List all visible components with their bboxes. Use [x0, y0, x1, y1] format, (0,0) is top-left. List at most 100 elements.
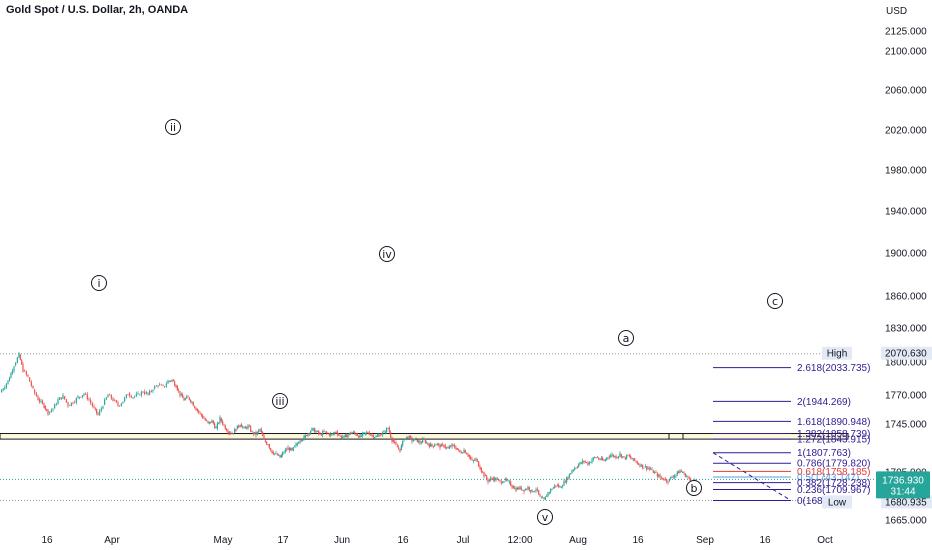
candle-body: [468, 454, 470, 457]
fib-level-label: 0.5(1743.147): [797, 473, 859, 484]
candle-body: [474, 460, 476, 461]
candle-body: [88, 399, 90, 401]
candle-body: [266, 441, 268, 445]
candle-body: [104, 399, 106, 405]
candle-body: [110, 394, 112, 399]
candle-body: [11, 370, 14, 373]
candle-body: [667, 481, 669, 483]
candle-body: [62, 394, 64, 399]
candle-body: [583, 460, 585, 462]
candle-body: [198, 410, 200, 413]
candle-body: [347, 434, 349, 438]
candle-body: [91, 402, 93, 407]
candle-body: [459, 449, 461, 453]
candle-body: [602, 458, 604, 461]
candle-body: [231, 433, 233, 435]
candle-body: [412, 440, 414, 442]
candle-body: [654, 471, 656, 473]
candle-body: [542, 497, 544, 499]
candle-body: [536, 488, 538, 490]
candle-body: [556, 485, 558, 486]
candle-body: [202, 415, 204, 418]
candle-body: [256, 431, 258, 435]
candle-body: [263, 436, 265, 440]
candle-body: [420, 442, 422, 444]
candle-body: [330, 433, 332, 436]
y-axis-unit: USD: [886, 6, 907, 17]
candle-body: [342, 436, 344, 438]
candle-body: [323, 431, 325, 432]
candle-body: [93, 406, 95, 408]
candle-body: [254, 432, 256, 434]
candle-body: [388, 427, 390, 433]
candle-body: [307, 433, 309, 436]
candle-body: [570, 473, 572, 475]
candle-body: [470, 456, 472, 459]
candle-body: [600, 458, 602, 460]
candle-body: [124, 397, 126, 402]
candle-body: [543, 497, 545, 499]
candle-body: [35, 392, 37, 397]
candle-body: [50, 410, 52, 412]
candle-body: [628, 455, 630, 457]
candle-body: [484, 475, 486, 477]
x-tick-label: Sep: [696, 535, 714, 546]
candle-body: [660, 477, 662, 479]
candle-body: [196, 408, 198, 411]
candle-body: [370, 434, 372, 436]
candle-body: [358, 435, 360, 438]
candle-body: [400, 445, 402, 450]
candle-body: [496, 479, 498, 480]
candle-body: [626, 454, 628, 459]
candle-body: [487, 479, 489, 483]
candle-body: [560, 486, 562, 488]
candle-body: [304, 435, 306, 438]
candle-body: [119, 405, 121, 407]
candle-body: [532, 491, 534, 493]
y-tick-label: 1745.000: [885, 420, 927, 431]
candle-body: [367, 432, 369, 434]
candle-body: [480, 467, 482, 472]
candle-body: [466, 453, 468, 455]
y-tick-label: 1770.000: [885, 391, 927, 402]
candle-body: [668, 478, 670, 482]
candle-body: [328, 433, 330, 436]
candle-body: [78, 396, 81, 398]
y-tick-label: 1665.000: [885, 516, 927, 527]
candle-body: [672, 476, 674, 478]
candle-body: [387, 427, 389, 429]
candle-body: [230, 432, 232, 434]
wave-circle: [686, 480, 702, 496]
candle-body: [416, 439, 418, 443]
candle-body: [214, 423, 216, 428]
candle-body: [483, 472, 485, 477]
candle-body: [650, 468, 652, 470]
candle-body: [523, 489, 525, 493]
candle-body: [183, 397, 185, 401]
x-tick-label: Aug: [569, 535, 587, 546]
wave-text: iii: [275, 395, 284, 408]
candle-body: [644, 466, 646, 467]
low-value: 1680.935: [885, 497, 927, 508]
candle-body: [210, 421, 212, 423]
candle-body: [522, 489, 524, 491]
candle-body: [684, 473, 686, 477]
candle-body: [157, 385, 159, 387]
fib-level-label: 0.236(1709.967): [797, 485, 870, 496]
candle-body: [359, 434, 361, 438]
candle-body: [608, 456, 610, 458]
candle-body: [291, 448, 293, 450]
candle-body: [440, 444, 442, 447]
candle-body: [105, 397, 107, 400]
candle-body: [248, 426, 250, 428]
candle-body: [81, 395, 84, 397]
candle-body: [107, 394, 109, 398]
candle-body: [288, 448, 290, 451]
candles: [1, 351, 697, 501]
candle-body: [604, 459, 606, 461]
candle-body: [59, 397, 61, 400]
candle-body: [49, 411, 51, 413]
candle-body: [463, 449, 465, 453]
